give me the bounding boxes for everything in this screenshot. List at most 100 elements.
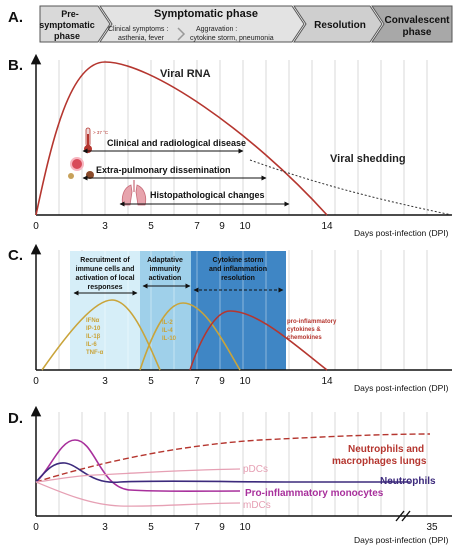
tick-d-7: 7 — [194, 522, 200, 533]
virus-icon — [68, 157, 94, 179]
tick-d-10: 10 — [239, 522, 251, 533]
curve-neutrophils-macrophages — [35, 433, 431, 483]
cyt1-ifna: IFNα — [86, 318, 100, 324]
label-monocytes: Pro-inflammatory monocytes — [245, 488, 384, 499]
tick-c-9: 9 — [219, 376, 225, 387]
phase-resolution: Resolution — [314, 20, 366, 31]
histopathology-label: Histopathological changes — [150, 190, 265, 200]
cyt3-line3: chemokines — [287, 335, 322, 341]
box3-text: Cytokine storm and inflammation resoluti… — [209, 257, 267, 282]
cyt2-il10: IL-10 — [162, 336, 177, 342]
box1-line4: responses — [87, 284, 122, 291]
viral-rna-label: Viral RNA — [160, 68, 211, 80]
ticks-c: 0 3 5 7 9 10 14 — [33, 376, 333, 387]
phase-clinical-line1: Clinical symptoms : — [108, 26, 168, 33]
tick-b-0: 0 — [33, 221, 39, 232]
label-pdcs: pDCs — [243, 464, 268, 475]
phase-pre-line2: symptomatic — [39, 20, 95, 30]
ticks-d: 0 3 5 7 9 10 35 — [33, 522, 438, 533]
tick-d-35: 35 — [426, 522, 438, 533]
tick-b-14: 14 — [321, 221, 333, 232]
box1-text: Recruitment of immune cells and activati… — [75, 257, 134, 291]
tick-d-0: 0 — [33, 522, 39, 533]
box2-line1: Adaptative — [147, 257, 183, 264]
panel-label-c: C. — [8, 247, 23, 264]
viral-rna-curve — [35, 61, 328, 216]
tick-d-5: 5 — [148, 522, 154, 533]
box1-line1: Recruitment of — [80, 257, 130, 264]
cyt1-tnfa: TNF-α — [86, 350, 104, 356]
curve-mdcs — [35, 481, 241, 507]
curve-pro-inflammatory — [189, 310, 328, 371]
x-axis-label-b: Days post-infection (DPI) — [354, 228, 449, 238]
cyt1-il6: IL-6 — [86, 342, 97, 348]
panel-label-b: B. — [8, 57, 23, 74]
tick-c-0: 0 — [33, 376, 39, 387]
label-mdcs: mDCs — [243, 500, 271, 511]
box3-line3: resolution — [221, 275, 255, 282]
cyt1-il1b: IL-1β — [86, 334, 101, 340]
ticks-b: 0 3 5 7 9 10 14 — [33, 221, 333, 232]
phase-chevron-resolution — [293, 5, 383, 43]
tick-d-3: 3 — [102, 522, 108, 533]
tick-c-14: 14 — [321, 376, 333, 387]
cytokines-innate: IFNα IP-10 IL-1β IL-6 TNF-α — [86, 318, 104, 356]
tick-b-9: 9 — [219, 221, 225, 232]
box2-line2: immunity — [149, 266, 180, 273]
curve-neutrophils — [35, 462, 410, 484]
grid-c-over — [104, 251, 267, 370]
tick-b-5: 5 — [148, 221, 154, 232]
panel-label-a: A. — [8, 9, 23, 26]
box3-line2: and inflammation — [209, 266, 267, 273]
label-neutrophils-macrophages-line2: macrophages lungs — [332, 456, 427, 467]
phase-chevron-pre — [39, 5, 111, 43]
cyt3-line1: pro-inflammatory — [287, 319, 337, 325]
cytokines-adaptive: IL-2 IL-4 IL-10 — [162, 320, 177, 342]
phase-chevron-symptomatic — [99, 5, 305, 43]
phase-bar: Pre- symptomatic phase Symptomatic phase… — [39, 5, 453, 43]
grid-c — [58, 250, 428, 370]
x-axis-label-d: Days post-infection (DPI) — [354, 535, 449, 545]
curve-pro-inflammatory-monocytes — [35, 439, 241, 493]
tick-c-7: 7 — [194, 376, 200, 387]
thermometer-icon — [84, 127, 92, 153]
phase-convalescent-line2: phase — [403, 27, 432, 38]
tick-c-10: 10 — [239, 376, 251, 387]
tick-b-10: 10 — [239, 221, 251, 232]
tick-d-9: 9 — [219, 522, 225, 533]
extra-pulmonary-label: Extra-pulmonary dissemination — [96, 165, 231, 175]
thermometer-temp: > 37 °C — [93, 130, 109, 135]
phase-pre-line1: Pre- — [61, 9, 79, 19]
phase-symptomatic: Symptomatic phase — [154, 8, 258, 20]
tick-c-3: 3 — [102, 376, 108, 387]
cyt2-il2: IL-2 — [162, 320, 173, 326]
curve-adaptive-cytokines — [139, 302, 241, 371]
grid-d — [58, 412, 428, 516]
tick-b-7: 7 — [194, 221, 200, 232]
cyt3-line2: cytokines & — [287, 327, 321, 333]
phase-chevron-convalescent — [371, 5, 453, 43]
box1-line3: activation of local — [75, 275, 134, 282]
viral-shedding-label: Viral shedding — [330, 153, 406, 165]
box-adaptive — [140, 251, 191, 370]
box2-text: Adaptative immunity activation — [147, 257, 183, 282]
tick-b-3: 3 — [102, 221, 108, 232]
viral-shedding-curve — [249, 159, 453, 216]
lungs-icon — [121, 180, 147, 206]
cyt2-il4: IL-4 — [162, 328, 173, 334]
curve-innate-cytokines — [41, 299, 161, 371]
cytokines-pro-inflammatory: pro-inflammatory cytokines & chemokines — [287, 319, 337, 341]
cyt1-ip10: IP-10 — [86, 326, 101, 332]
phase-convalescent-line1: Convalescent — [384, 15, 450, 26]
x-axis-label-c: Days post-infection (DPI) — [354, 383, 449, 393]
label-neutrophils-macrophages-line1: Neutrophils and — [348, 444, 424, 455]
inner-chevron — [177, 27, 186, 41]
curve-pdcs — [35, 468, 241, 483]
box-cytokine-storm — [191, 251, 286, 370]
grid-b — [58, 60, 428, 215]
axis-break-icon — [395, 510, 411, 522]
phase-aggravation-line1: Aggravation : — [196, 26, 237, 33]
box3-line1: Cytokine storm — [213, 257, 264, 264]
box1-line2: immune cells and — [76, 266, 135, 273]
